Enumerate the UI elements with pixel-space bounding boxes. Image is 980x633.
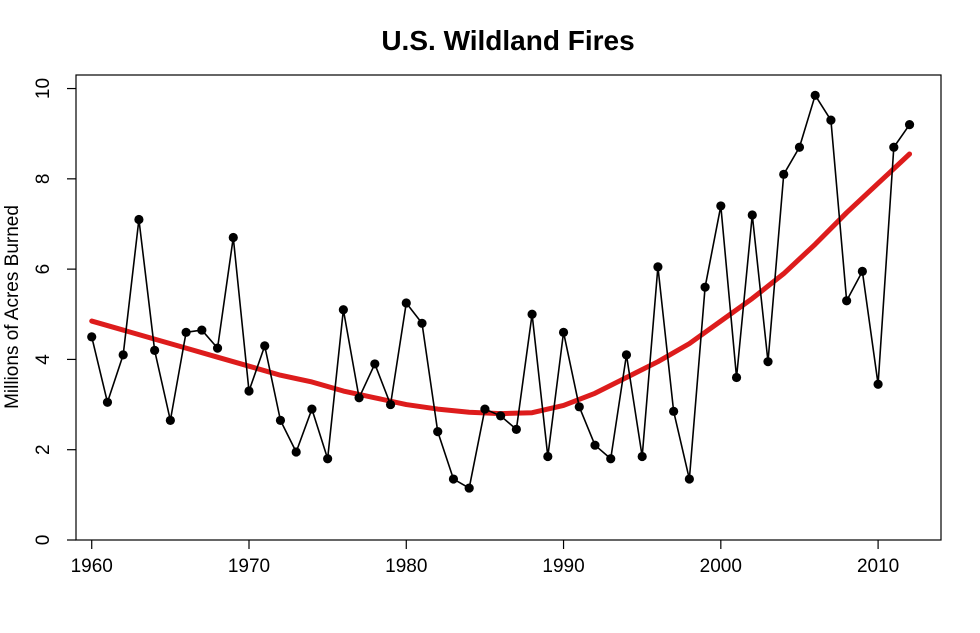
x-tick-label: 1970 [228,556,270,577]
x-tick-label: 1990 [542,556,584,577]
data-point [354,393,364,403]
data-point [826,115,836,125]
data-point [511,424,521,434]
data-point [842,296,852,306]
data-point [684,474,694,484]
chart-title: U.S. Wildland Fires [381,25,634,56]
y-tick-label: 2 [33,444,54,455]
data-point [87,332,97,342]
data-point [464,483,474,493]
data-point [401,298,411,308]
data-point [480,404,490,414]
data-point [260,341,270,351]
data-point [779,169,789,179]
data-point [747,210,757,220]
series-layer [87,90,915,493]
data-point [228,232,238,243]
data-point [558,327,569,337]
data-line [90,94,911,489]
y-axis: 0 2 4 6 8 10 [33,78,76,545]
data-point [118,350,128,360]
x-tick-label: 2010 [857,556,899,577]
data-point [700,282,710,292]
data-point [904,120,915,130]
data-point [889,142,899,152]
data-point [621,350,632,360]
data-point [323,454,333,464]
data-point [653,262,663,272]
data-point [716,201,726,211]
data-point [197,325,207,335]
data-point [527,309,537,319]
data-point [385,399,396,410]
data-point [244,386,254,396]
data-point [637,451,647,462]
data-point [496,411,506,421]
data-point [448,474,459,484]
data-point [669,406,679,416]
data-point [275,415,286,425]
data-point [794,142,805,152]
data-point [763,357,773,367]
y-tick-label: 6 [33,264,54,275]
data-point [433,427,443,437]
data-point [606,454,616,464]
data-point [181,327,191,337]
plot-frame [75,74,942,541]
y-tick-label: 10 [33,78,54,99]
data-point [590,440,600,450]
data-point [731,372,742,383]
data-point [102,397,113,407]
data-point [873,379,883,389]
y-axis-label: Millions of Acres Burned [2,205,23,409]
data-point [134,214,144,225]
trend-line [89,151,913,417]
x-tick-label: 1960 [71,556,113,577]
data-point [212,343,223,353]
data-point [291,447,301,457]
data-point [150,345,160,355]
data-point [810,90,820,100]
data-point [574,402,584,412]
y-tick-label: 8 [33,174,54,185]
data-point [370,359,380,369]
x-tick-label: 1980 [385,556,427,577]
data-point [417,318,427,328]
data-point [307,404,317,414]
data-point [165,415,175,425]
x-axis: 1960 1970 1980 1990 2000 2010 [71,540,899,577]
data-point [338,305,348,315]
y-tick-label: 0 [33,535,54,546]
data-point [543,451,553,462]
y-tick-label: 4 [33,354,54,365]
x-tick-label: 2000 [700,556,742,577]
data-point [857,266,867,276]
